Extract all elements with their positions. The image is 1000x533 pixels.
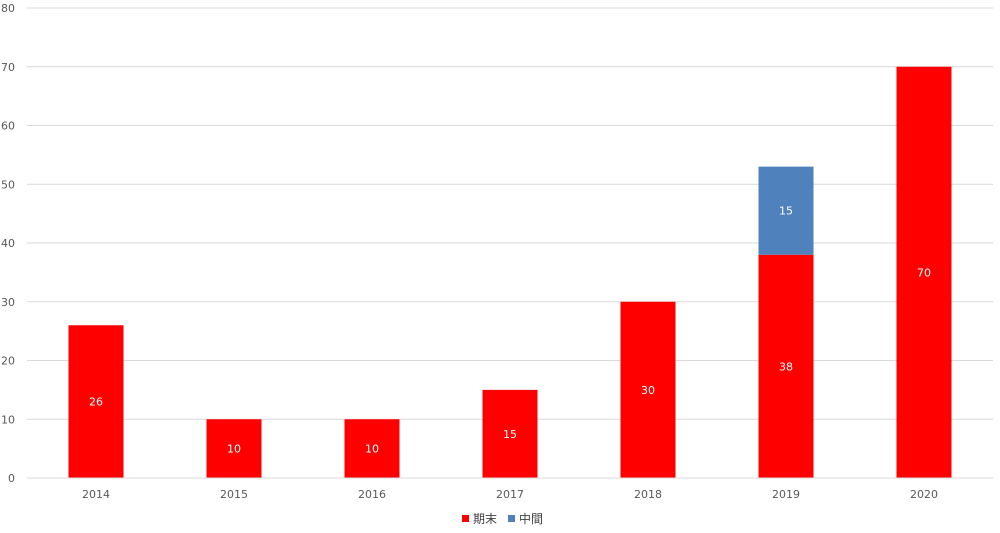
x-tick-label: 2015 [220, 488, 248, 501]
bar-2019-series-2 [758, 166, 814, 255]
bar-2018-series-1 [620, 301, 676, 478]
y-tick-label: 50 [1, 178, 15, 191]
data-label: 10 [365, 443, 379, 456]
y-axis-tick-labels: 0 10 20 30 40 50 60 70 80 [1, 2, 15, 485]
legend-swatch [462, 515, 469, 522]
y-tick-label: 20 [1, 355, 15, 368]
bar-2017-series-1 [482, 389, 538, 478]
x-tick-label: 2014 [82, 488, 110, 501]
y-tick-label: 60 [1, 120, 15, 133]
legend: 期末 中間 [462, 511, 543, 526]
data-label: 15 [503, 428, 517, 441]
bar-2015-series-1 [206, 419, 262, 478]
data-label: 70 [917, 266, 931, 279]
data-labels: 26 10 10 15 30 38 15 70 [89, 205, 931, 456]
bar-2016-series-1 [344, 419, 400, 478]
data-label: 10 [227, 443, 241, 456]
x-tick-label: 2019 [772, 488, 800, 501]
data-label: 38 [779, 360, 793, 373]
data-label: 26 [89, 396, 103, 409]
gridlines [27, 7, 993, 420]
x-tick-label: 2020 [910, 488, 938, 501]
bar-2020-series-1 [896, 66, 952, 478]
x-tick-label: 2017 [496, 488, 524, 501]
data-label: 30 [641, 384, 655, 397]
bar-2019-series-1 [758, 254, 814, 478]
x-tick-label: 2018 [634, 488, 662, 501]
y-tick-label: 70 [1, 61, 15, 74]
legend-label: 期末 [473, 512, 497, 526]
y-tick-label: 30 [1, 296, 15, 309]
y-tick-label: 80 [1, 2, 15, 15]
legend-swatch [508, 515, 515, 522]
y-tick-label: 10 [1, 413, 15, 426]
y-tick-label: 40 [1, 237, 15, 250]
legend-label: 中間 [519, 511, 543, 526]
x-axis-tick-labels: 2014 2015 2016 2017 2018 2019 2020 [82, 488, 938, 501]
data-label: 15 [779, 205, 793, 218]
x-tick-label: 2016 [358, 488, 386, 501]
bars [68, 66, 952, 478]
bar-2014-series-1 [68, 325, 124, 478]
y-tick-label: 0 [8, 472, 15, 485]
